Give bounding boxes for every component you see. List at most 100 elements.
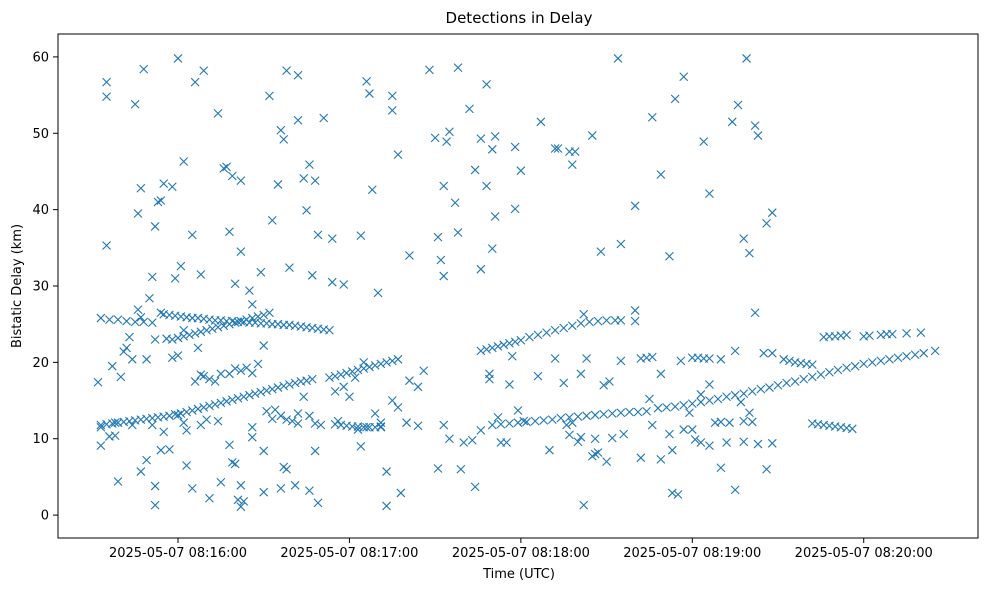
data-point bbox=[553, 144, 563, 153]
data-point bbox=[239, 392, 249, 402]
data-point bbox=[613, 54, 623, 63]
data-point bbox=[590, 434, 600, 444]
data-point bbox=[173, 351, 183, 360]
data-point bbox=[525, 332, 534, 342]
data-point bbox=[307, 374, 317, 384]
data-point bbox=[156, 445, 166, 455]
data-point bbox=[159, 179, 169, 189]
data-point bbox=[367, 185, 377, 195]
data-point bbox=[299, 173, 309, 183]
data-point bbox=[647, 112, 657, 122]
data-point bbox=[727, 117, 737, 127]
y-tick-label: 30 bbox=[32, 280, 49, 295]
data-point bbox=[327, 277, 337, 287]
data-point bbox=[545, 445, 554, 455]
data-point bbox=[667, 445, 677, 455]
data-point bbox=[356, 231, 366, 240]
data-point bbox=[633, 407, 643, 417]
data-point bbox=[490, 212, 500, 221]
data-point bbox=[705, 354, 714, 363]
data-point bbox=[725, 418, 734, 428]
data-point bbox=[679, 425, 689, 434]
data-point bbox=[233, 495, 243, 505]
data-point bbox=[382, 467, 391, 476]
data-point bbox=[405, 251, 414, 260]
data-point bbox=[179, 157, 189, 166]
data-point bbox=[713, 394, 723, 404]
data-point bbox=[570, 147, 580, 156]
data-point bbox=[430, 133, 440, 143]
x-axis-ticks: 2025-05-07 08:16:00 2025-05-07 08:17:00 20… bbox=[109, 538, 933, 561]
data-point bbox=[596, 247, 606, 257]
data-point bbox=[630, 306, 640, 315]
y-tick-label: 50 bbox=[32, 127, 49, 142]
data-point bbox=[762, 464, 771, 474]
data-point bbox=[202, 325, 211, 335]
data-point bbox=[645, 394, 654, 404]
data-point bbox=[739, 416, 749, 426]
data-point bbox=[487, 144, 497, 154]
data-point bbox=[316, 420, 326, 430]
data-point bbox=[476, 264, 486, 274]
data-point bbox=[376, 359, 386, 369]
data-point bbox=[93, 377, 103, 387]
data-point bbox=[413, 382, 423, 392]
data-point bbox=[282, 415, 291, 425]
data-point bbox=[193, 404, 203, 414]
data-point bbox=[487, 343, 497, 353]
data-point bbox=[453, 228, 463, 237]
data-point bbox=[287, 416, 297, 426]
data-point bbox=[122, 316, 131, 326]
data-point bbox=[439, 181, 449, 191]
data-point bbox=[387, 105, 397, 115]
data-point bbox=[885, 354, 894, 364]
data-point bbox=[750, 121, 760, 131]
data-point bbox=[439, 271, 449, 281]
data-point bbox=[747, 417, 757, 427]
data-point bbox=[785, 356, 794, 366]
data-point bbox=[96, 422, 106, 432]
data-point bbox=[236, 316, 246, 326]
data-point bbox=[670, 402, 680, 412]
data-point bbox=[887, 329, 897, 339]
data-point bbox=[716, 354, 726, 364]
data-point bbox=[616, 408, 626, 418]
data-point bbox=[290, 378, 300, 388]
data-point bbox=[507, 351, 517, 361]
data-point bbox=[902, 351, 911, 361]
data-point bbox=[705, 396, 714, 405]
data-point bbox=[387, 396, 397, 405]
data-point bbox=[753, 439, 763, 449]
data-point bbox=[150, 335, 160, 344]
data-point bbox=[196, 270, 206, 279]
data-point bbox=[739, 437, 749, 447]
data-point bbox=[699, 137, 709, 147]
data-point bbox=[173, 54, 183, 63]
data-point bbox=[393, 150, 403, 160]
data-point bbox=[313, 230, 323, 240]
data-point bbox=[476, 346, 486, 356]
data-point bbox=[230, 459, 240, 469]
data-point bbox=[825, 367, 834, 377]
data-point bbox=[582, 411, 591, 421]
data-point bbox=[556, 413, 566, 423]
data-point bbox=[256, 387, 266, 397]
data-point bbox=[850, 361, 860, 371]
data-point bbox=[259, 487, 269, 497]
data-point bbox=[742, 54, 751, 63]
data-point bbox=[616, 315, 626, 325]
data-point bbox=[216, 398, 226, 408]
data-point bbox=[156, 196, 166, 205]
data-point bbox=[547, 415, 557, 425]
data-point bbox=[602, 315, 611, 325]
y-tick-label: 60 bbox=[32, 50, 49, 65]
data-point bbox=[419, 366, 429, 376]
data-point bbox=[630, 201, 640, 211]
data-point bbox=[593, 316, 603, 326]
data-point bbox=[219, 321, 229, 331]
data-point bbox=[396, 488, 406, 498]
data-point bbox=[247, 422, 257, 432]
data-point bbox=[767, 438, 777, 448]
data-point bbox=[376, 422, 386, 431]
data-point bbox=[267, 414, 277, 424]
